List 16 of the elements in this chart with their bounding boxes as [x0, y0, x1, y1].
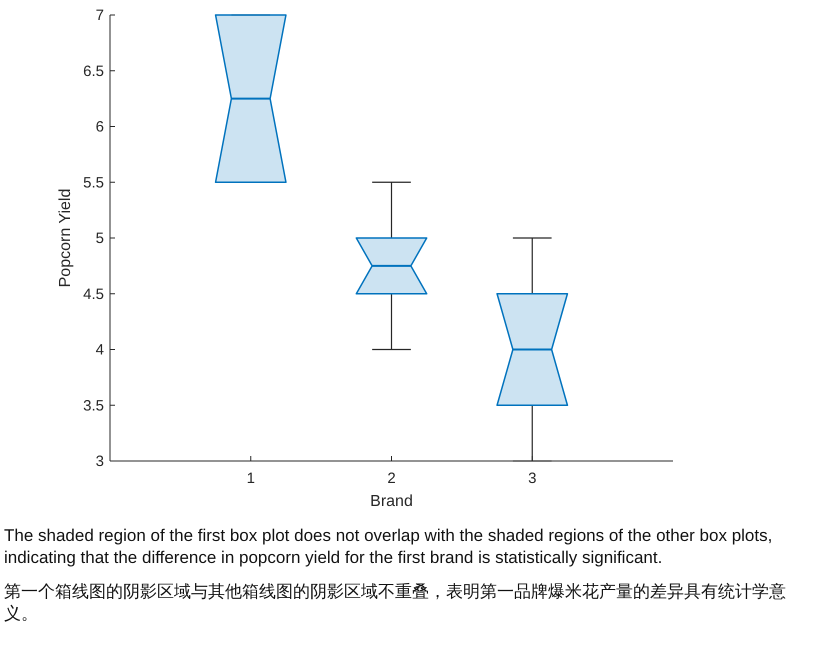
- y-tick-label: 3.5: [83, 397, 104, 414]
- y-tick-label: 7: [96, 7, 104, 24]
- x-tick-label: 2: [387, 470, 396, 487]
- y-tick-label: 6.5: [83, 62, 104, 80]
- text: 第一个箱线图的阴影区域与其他箱线图的阴影区域不重叠，表明第一品牌爆米花产量的差异具有统计学意义。: [3, 581, 787, 625]
- x-tick-label: 1: [246, 470, 255, 487]
- y-axis-title: Popcorn Yield: [57, 188, 74, 288]
- y-tick-label: 5: [96, 230, 104, 247]
- text: The shaded region of the first box plot does not overlap with the shaded regions of the other box plots, indicating that the difference in popcorn yield for the first brand is statistically significant.: [3, 525, 774, 569]
- x-tick-label: 3: [528, 470, 536, 487]
- y-tick-label: 5.5: [83, 174, 104, 192]
- y-tick-label: 3: [96, 453, 104, 470]
- y-tick-label: 4: [96, 342, 104, 358]
- x-axis-title: Brand: [370, 493, 413, 510]
- y-tick-label: 4.5: [83, 286, 104, 303]
- y-tick-label: 6: [96, 118, 104, 136]
